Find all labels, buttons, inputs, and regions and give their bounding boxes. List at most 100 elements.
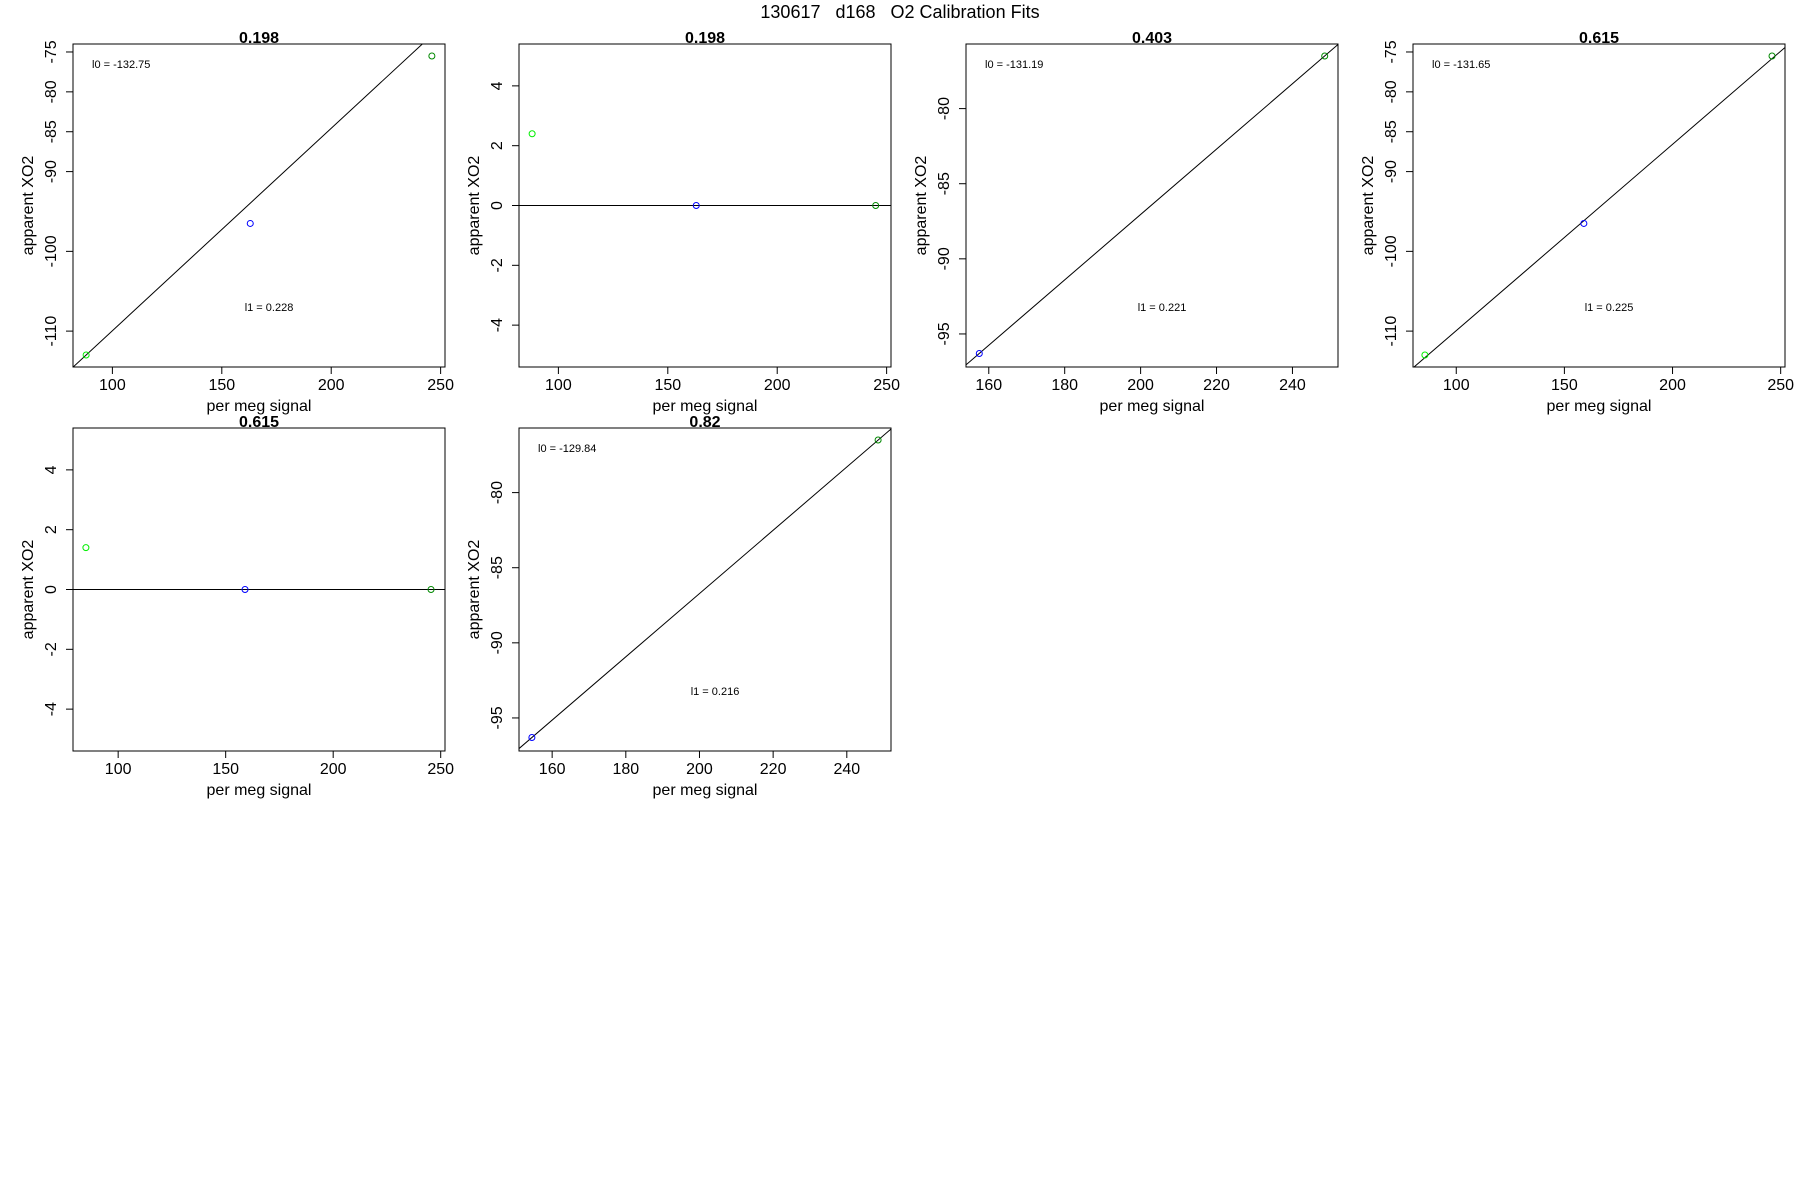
- plot-title: 0.82: [689, 414, 720, 431]
- plot-frame: [1412, 43, 1786, 368]
- y-tick-label: -2: [43, 642, 60, 656]
- plot-panel: 0.615 100 150 200 250 per meg signal 4 2 0 -2 -4 ap…: [20, 414, 454, 799]
- annotation-l0: l0 = -131.65: [1432, 59, 1490, 71]
- x-tick-label: 150: [208, 377, 235, 394]
- y-tick-label: -100: [1383, 235, 1400, 267]
- plot-panel: 0.198 100 150 200 250 per meg signal 4 2 0 -2 -4 ap…: [466, 30, 900, 415]
- x-tick-label: 200: [1127, 377, 1154, 394]
- plot-panel: 0.82 160 180 200 220 240 per meg signal -80 -85 -…: [466, 414, 892, 799]
- x-tick-label: 240: [833, 761, 860, 778]
- y-tick-label: -95: [936, 322, 953, 345]
- data-point-high: [1321, 52, 1329, 60]
- x-tick-label: 250: [1767, 377, 1794, 394]
- plot-frame: [965, 43, 1339, 368]
- y-tick-label: -95: [489, 706, 506, 729]
- y-axis-label: apparent XO2: [20, 156, 37, 256]
- data-point-low: [82, 351, 90, 359]
- y-tick-label: -110: [43, 316, 60, 347]
- y-tick-label: -80: [43, 80, 60, 103]
- x-tick-label: 200: [318, 377, 345, 394]
- data-point-mid: [1580, 219, 1588, 227]
- x-tick-label: 150: [1551, 377, 1578, 394]
- y-axis-label: apparent XO2: [466, 156, 483, 256]
- y-axis-label: apparent XO2: [20, 540, 37, 640]
- x-tick-label: 160: [539, 761, 566, 778]
- y-tick-label: 0: [489, 201, 506, 210]
- plot-frame: [72, 43, 446, 368]
- x-tick-label: 100: [545, 377, 572, 394]
- x-tick-label: 150: [212, 761, 239, 778]
- annotation-l1: l1 = 0.221: [1138, 302, 1187, 314]
- x-axis-label: per meg signal: [1100, 398, 1205, 415]
- y-tick-label: -90: [936, 247, 953, 270]
- x-tick-label: 220: [760, 761, 787, 778]
- x-tick-label: 160: [975, 377, 1002, 394]
- y-tick-label: 4: [489, 81, 506, 90]
- data-point-mid: [528, 733, 536, 741]
- fit-line: [966, 44, 1338, 366]
- y-tick-label: -90: [489, 631, 506, 654]
- plot-title: 0.615: [239, 414, 279, 431]
- y-tick-label: -2: [489, 258, 506, 272]
- plot-title: 0.403: [1132, 30, 1172, 47]
- annotation-l0: l0 = -129.84: [538, 443, 596, 455]
- figure-title: 130617 d168 O2 Calibration Fits: [760, 2, 1040, 22]
- x-tick-label: 100: [99, 377, 126, 394]
- y-axis-label: apparent XO2: [466, 540, 483, 640]
- fit-line: [1413, 47, 1785, 367]
- annotation-l0: l0 = -131.19: [985, 59, 1043, 71]
- plot-frame: [518, 427, 892, 752]
- data-point-mid: [246, 219, 254, 227]
- x-tick-label: 220: [1203, 377, 1230, 394]
- plot-panel: 0.615 100 150 200 250 per meg signal -75 -80 -85…: [1360, 30, 1794, 415]
- x-tick-label: 250: [427, 761, 454, 778]
- x-tick-label: 150: [654, 377, 681, 394]
- x-tick-label: 240: [1279, 377, 1306, 394]
- plot-title: 0.615: [1579, 30, 1619, 47]
- y-tick-label: -4: [489, 318, 506, 332]
- x-axis-label: per meg signal: [1547, 398, 1652, 415]
- plot-title: 0.198: [685, 30, 725, 47]
- y-tick-label: -90: [43, 160, 60, 183]
- x-tick-label: 100: [1443, 377, 1470, 394]
- data-point-mid: [241, 586, 249, 593]
- y-tick-label: 2: [489, 141, 506, 150]
- annotation-l0: l0 = -132.75: [92, 59, 150, 71]
- y-tick-label: 4: [43, 465, 60, 474]
- data-point-low: [528, 130, 536, 138]
- x-tick-label: 180: [1051, 377, 1078, 394]
- y-tick-label: -75: [1383, 40, 1400, 63]
- fit-line: [519, 428, 891, 749]
- x-tick-label: 200: [764, 377, 791, 394]
- y-tick-label: -110: [1383, 316, 1400, 347]
- x-tick-label: 180: [612, 761, 639, 778]
- y-tick-label: 2: [43, 525, 60, 534]
- data-point-high: [872, 202, 880, 209]
- plot-title: 0.198: [239, 30, 279, 47]
- x-tick-label: 250: [427, 377, 454, 394]
- data-point-low: [82, 544, 90, 552]
- y-axis-label: apparent XO2: [913, 156, 930, 256]
- data-point-high: [1768, 52, 1776, 60]
- y-tick-label: -80: [489, 481, 506, 504]
- y-tick-label: -85: [1383, 120, 1400, 143]
- data-point-low: [1421, 351, 1429, 359]
- y-tick-label: -80: [936, 97, 953, 120]
- x-tick-label: 200: [1659, 377, 1686, 394]
- y-tick-label: -100: [43, 235, 60, 267]
- x-tick-label: 250: [873, 377, 900, 394]
- annotation-l1: l1 = 0.225: [1585, 302, 1634, 314]
- data-point-high: [427, 586, 435, 593]
- data-point-high: [874, 436, 882, 444]
- data-point-high: [428, 52, 436, 60]
- y-tick-label: -85: [43, 120, 60, 143]
- fit-line: [73, 44, 424, 367]
- y-tick-label: 0: [43, 585, 60, 594]
- y-tick-label: -4: [43, 702, 60, 716]
- data-point-mid: [692, 202, 700, 209]
- x-tick-label: 100: [105, 761, 132, 778]
- y-tick-label: -80: [1383, 80, 1400, 103]
- x-tick-label: 200: [686, 761, 713, 778]
- plot-panel: 0.403 160 180 200 220 240 per meg signal -80 -85…: [913, 30, 1339, 415]
